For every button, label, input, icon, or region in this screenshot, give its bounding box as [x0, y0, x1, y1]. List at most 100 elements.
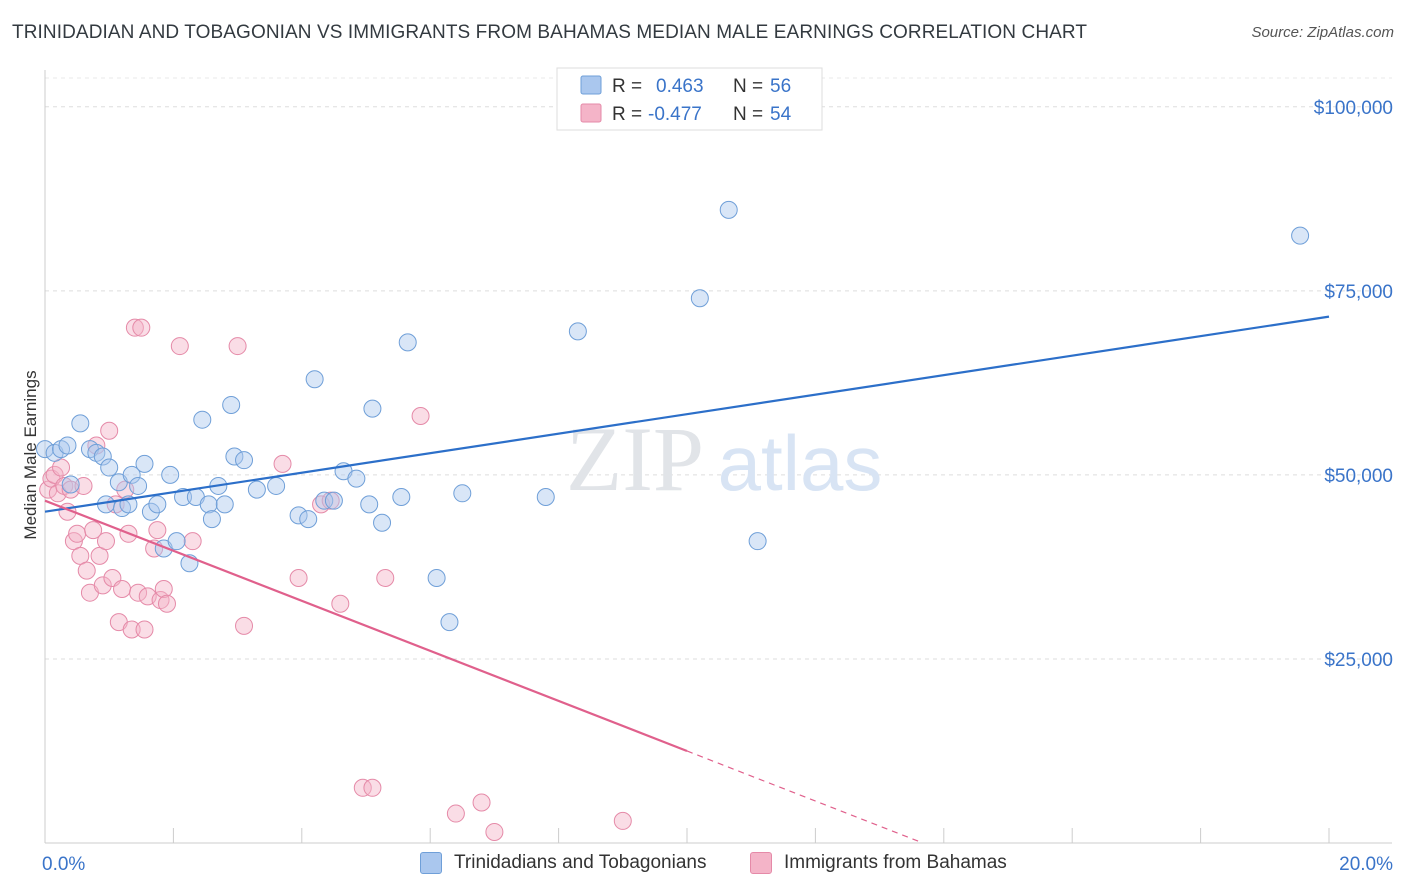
point-bahamas-19 [100, 421, 119, 440]
point-trinidad-8 [93, 447, 112, 466]
point-trinidad-35 [289, 506, 308, 525]
point-trinidad-36 [299, 510, 318, 529]
legend-label-bahamas: Immigrants from Bahamas [784, 852, 1007, 873]
point-trinidad-33 [247, 480, 266, 499]
axes [44, 70, 1392, 844]
point-bahamas-30 [135, 620, 154, 639]
point-bahamas-51 [472, 793, 491, 812]
legend-r-value-1: 0.463 [656, 76, 704, 97]
y-tick-label-3: $100,000 [1314, 98, 1393, 119]
point-trinidad-55 [1291, 226, 1310, 245]
point-bahamas-49 [411, 407, 430, 426]
grid-lines [45, 77, 1392, 660]
source-label: Source: ZipAtlas.com [1251, 24, 1394, 41]
point-trinidad-39 [324, 491, 343, 510]
point-trinidad-48 [440, 613, 459, 632]
legend-n-value-2: 54 [770, 104, 792, 125]
point-bahamas-46 [353, 778, 372, 797]
stats-legend: R = 0.463 N = 56 R = -0.477 N = 54 [556, 67, 823, 131]
point-bahamas-12 [77, 561, 96, 580]
point-trinidad-10 [100, 458, 119, 477]
point-bahamas-47 [363, 778, 382, 797]
point-trinidad-31 [225, 447, 244, 466]
point-bahamas-26 [122, 620, 141, 639]
x-tick-label-0: 0.0% [42, 854, 85, 875]
x-tick-label-1: 20.0% [1339, 854, 1393, 875]
legend-n-label-2: N = [733, 104, 763, 125]
point-trinidad-21 [167, 532, 186, 551]
point-bahamas-23 [113, 580, 132, 599]
point-trinidad-52 [690, 289, 709, 308]
watermark-zip: ZIP [566, 408, 704, 510]
point-trinidad-42 [360, 495, 379, 514]
point-bahamas-33 [148, 521, 167, 540]
point-bahamas-50 [446, 804, 465, 823]
trend-line-bahamas [44, 499, 688, 753]
legend-r-label-1: R = [612, 76, 642, 97]
point-trinidad-25 [193, 410, 212, 429]
point-trinidad-38 [315, 491, 334, 510]
point-trinidad-3 [58, 436, 77, 455]
point-trinidad-0 [36, 440, 54, 459]
point-bahamas-14 [84, 521, 103, 540]
point-trinidad-29 [215, 495, 234, 514]
legend-r-label-2: R = [612, 104, 642, 125]
series-bahamas-points [39, 318, 632, 841]
point-trinidad-14 [122, 465, 141, 484]
trend-lines [44, 315, 1330, 842]
point-bahamas-18 [96, 532, 115, 551]
point-trinidad-18 [148, 495, 167, 514]
point-bahamas-36 [157, 594, 176, 613]
point-trinidad-22 [174, 487, 193, 506]
trend-line-trinidad [44, 315, 1330, 513]
chart-title: TRINIDADIAN AND TOBAGONIAN VS IMMIGRANTS… [12, 22, 1088, 43]
point-bahamas-11 [74, 476, 93, 495]
y-tick-label-1: $50,000 [1324, 466, 1393, 487]
point-trinidad-51 [568, 322, 587, 341]
series-legend: Trinidadians and Tobagonians Immigrants … [0, 852, 1406, 878]
point-trinidad-20 [161, 465, 180, 484]
point-trinidad-15 [129, 476, 148, 495]
y-tick-label-2: $75,000 [1324, 282, 1393, 303]
y-tick-label-0: $25,000 [1324, 650, 1393, 671]
point-trinidad-43 [363, 399, 382, 418]
y-axis-label: Median Male Earnings [21, 370, 40, 539]
point-trinidad-53 [719, 200, 738, 219]
point-bahamas-38 [183, 532, 202, 551]
point-bahamas-40 [235, 616, 254, 635]
legend-item-bahamas: Immigrants from Bahamas [750, 852, 1007, 874]
legend-n-label-1: N = [733, 76, 763, 97]
point-trinidad-44 [373, 513, 392, 532]
x-tick-labels: 0.0% 20.0% [42, 854, 1393, 875]
point-trinidad-34 [267, 476, 286, 495]
legend-swatch-pink [580, 103, 602, 123]
point-bahamas-17 [93, 576, 112, 595]
point-bahamas-27 [125, 318, 144, 337]
watermark-atlas: atlas [718, 419, 883, 507]
point-trinidad-27 [202, 510, 221, 529]
point-trinidad-30 [222, 395, 241, 414]
legend-r-value-2: -0.477 [648, 104, 702, 125]
point-bahamas-28 [129, 583, 148, 602]
point-bahamas-52 [485, 822, 504, 841]
point-trinidad-41 [347, 469, 366, 488]
point-trinidad-26 [199, 495, 218, 514]
point-trinidad-50 [536, 487, 555, 506]
point-bahamas-42 [289, 568, 308, 587]
point-trinidad-54 [748, 532, 767, 551]
point-trinidad-47 [427, 568, 446, 587]
point-trinidad-17 [141, 502, 160, 521]
point-bahamas-37 [170, 337, 189, 356]
point-trinidad-46 [398, 333, 417, 352]
legend-swatch-bahamas [750, 852, 772, 874]
legend-item-trinidad: Trinidadians and Tobagonians [420, 852, 706, 874]
point-trinidad-49 [453, 484, 472, 503]
legend-n-value-1: 56 [770, 76, 791, 97]
series-trinidad-points [36, 200, 1310, 632]
trend-line-bahamas-extension [686, 750, 919, 842]
point-trinidad-4 [61, 475, 80, 494]
point-bahamas-41 [273, 454, 292, 473]
legend-label-trinidad: Trinidadians and Tobagonians [454, 852, 707, 873]
point-trinidad-45 [392, 487, 411, 506]
